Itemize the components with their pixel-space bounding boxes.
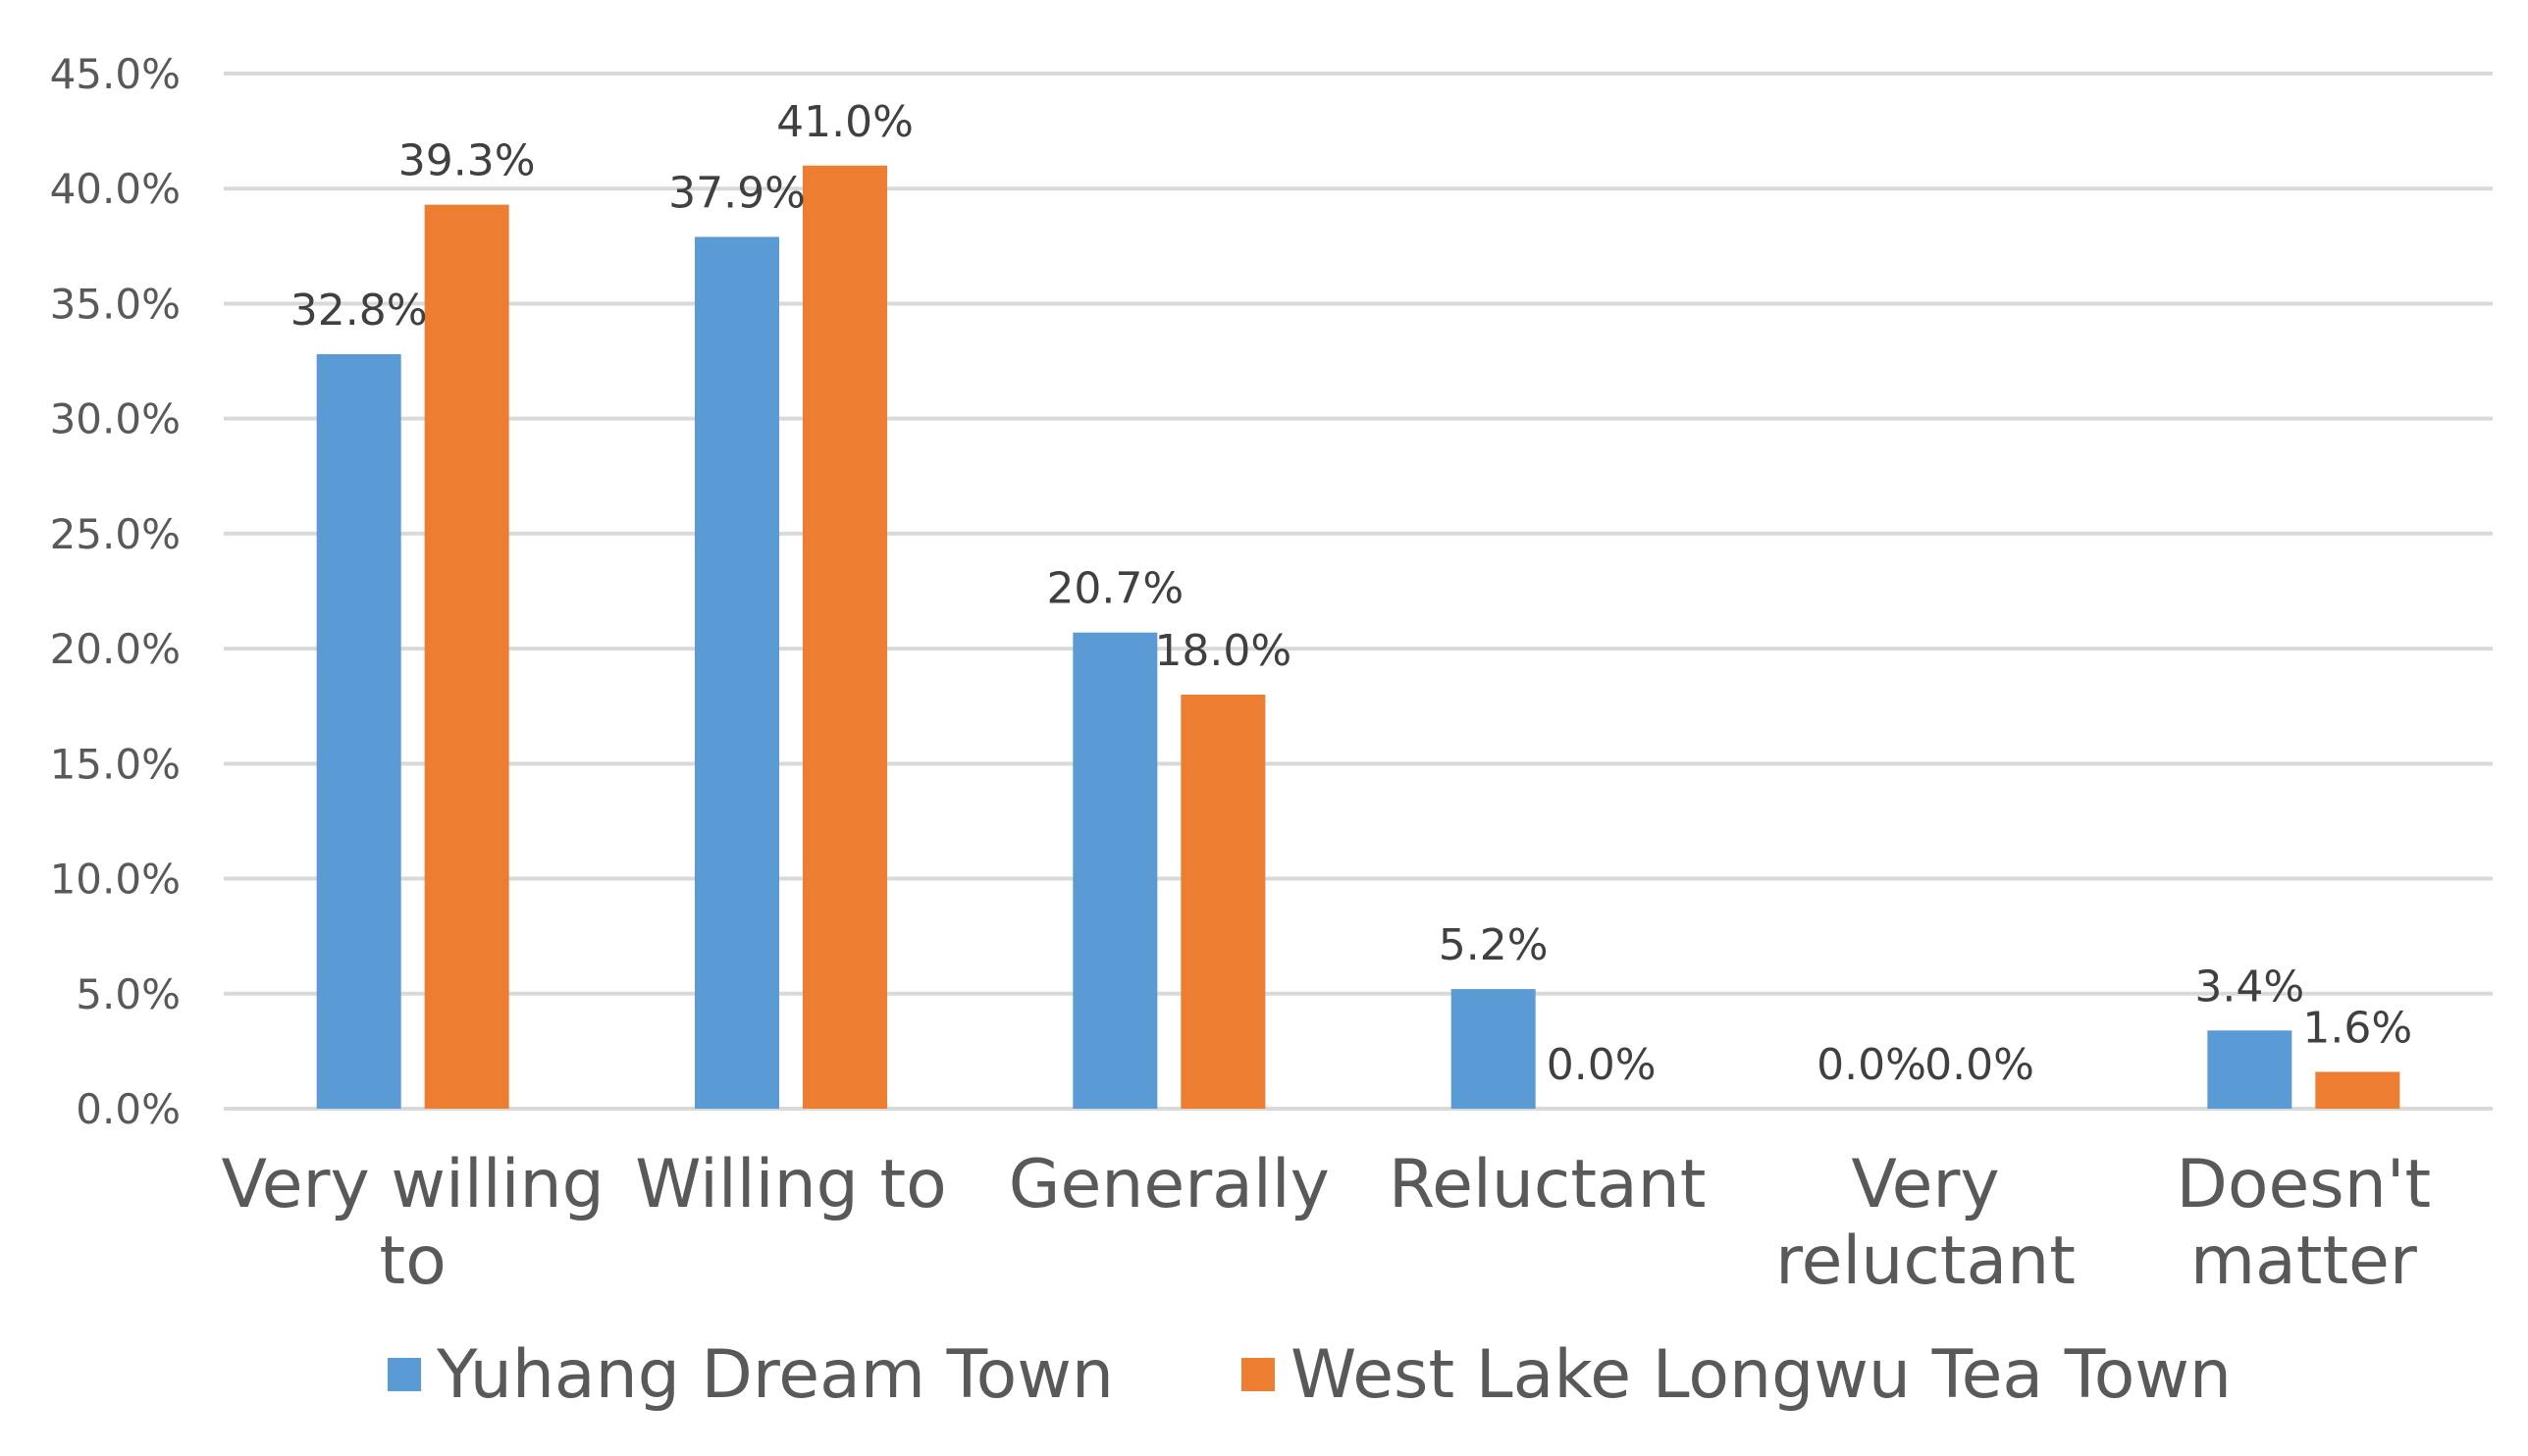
y-tick-label: 45.0%: [50, 50, 181, 98]
data-label: 32.8%: [290, 286, 428, 336]
legend-label: Yuhang Dream Town: [436, 1336, 1114, 1414]
x-category-label: Generally: [1009, 1146, 1330, 1223]
data-label: 41.0%: [776, 97, 914, 147]
y-tick-label: 5.0%: [76, 970, 181, 1018]
data-labels: 32.8% 37.9% 20.7% 5.2% 0.0% 3.4% 39.3% 41.0% 18.…: [290, 97, 2412, 1090]
y-tick-label: 30.0%: [50, 395, 181, 443]
legend-swatch: [1240, 1358, 1275, 1391]
y-tick-label: 25.0%: [50, 510, 181, 558]
bar-series1: [1073, 632, 1158, 1109]
data-label: 5.2%: [1439, 920, 1549, 970]
bar-series2: [424, 204, 509, 1110]
y-tick-label: 20.0%: [50, 625, 181, 673]
bar-series1: [2207, 1030, 2292, 1109]
data-label: 0.0%: [1547, 1040, 1657, 1090]
x-category-label: Doesn't: [2176, 1146, 2431, 1223]
x-category-label: to: [380, 1222, 447, 1300]
bars: [316, 165, 2400, 1110]
data-label: 0.0%: [1924, 1040, 2034, 1090]
gridlines: [224, 72, 2493, 1111]
legend-swatch: [388, 1358, 421, 1391]
y-tick-label: 15.0%: [50, 740, 181, 788]
y-tick-label: 40.0%: [50, 165, 181, 213]
y-tick-label: 10.0%: [50, 856, 181, 904]
bar-series2: [1181, 695, 1266, 1109]
bar-series1: [316, 354, 401, 1109]
legend-label: West Lake Longwu Tea Town: [1290, 1336, 2232, 1414]
bar-series1: [1450, 989, 1536, 1109]
bar-series1: [695, 236, 779, 1109]
y-tick-label: 35.0%: [50, 280, 181, 328]
x-category-label: Willing to: [635, 1146, 946, 1223]
data-label: 39.3%: [398, 136, 536, 186]
x-category-label: Very willing: [221, 1146, 604, 1223]
x-category-label: matter: [2190, 1222, 2417, 1300]
bar-series2: [803, 165, 887, 1109]
y-axis-tick-labels: 0.0% 5.0% 10.0% 15.0% 20.0% 25.0% 30.0% 35.0% 40…: [50, 50, 181, 1133]
data-label: 0.0%: [1817, 1040, 1926, 1090]
x-category-label: Reluctant: [1389, 1146, 1707, 1223]
data-label: 37.9%: [668, 168, 806, 218]
data-label: 3.4%: [2194, 962, 2304, 1012]
data-label: 18.0%: [1154, 626, 1291, 676]
data-label: 20.7%: [1046, 564, 1184, 614]
x-category-label: reluctant: [1775, 1222, 2076, 1300]
bar-series2: [2315, 1071, 2400, 1109]
legend: Yuhang Dream Town West Lake Longwu Tea To…: [388, 1336, 2232, 1414]
y-tick-label: 0.0%: [76, 1085, 181, 1133]
x-category-label: Very: [1851, 1146, 1999, 1223]
data-label: 1.6%: [2302, 1003, 2412, 1053]
